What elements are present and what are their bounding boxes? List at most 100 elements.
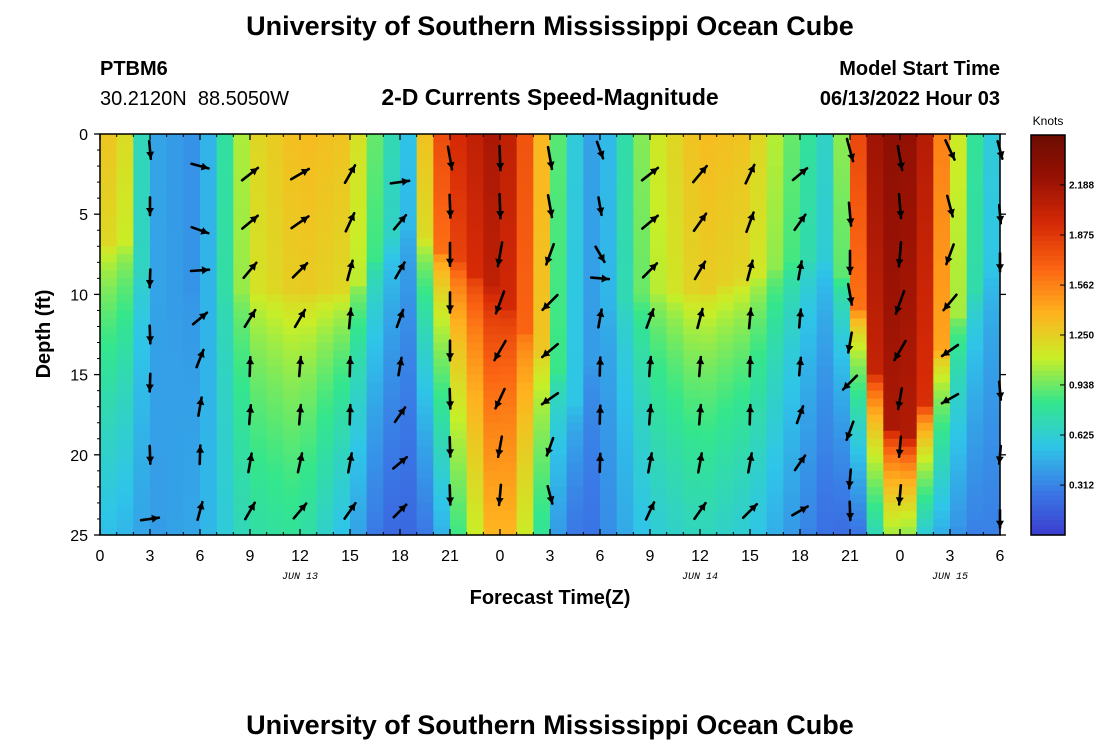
heatmap-cell <box>966 438 984 448</box>
heatmap-cell <box>633 454 651 464</box>
heatmap-cell <box>566 158 584 167</box>
heatmap-cell <box>400 422 418 432</box>
heatmap-cell <box>700 414 718 424</box>
heatmap-cell <box>150 478 168 488</box>
heatmap-cell <box>333 470 351 480</box>
heatmap-cell <box>983 502 1001 512</box>
heatmap-cell <box>666 286 684 295</box>
heatmap-cell <box>183 518 201 528</box>
heatmap-cell <box>500 366 518 376</box>
heatmap-cell <box>700 262 718 271</box>
heatmap-cell <box>483 414 501 424</box>
heatmap-cell <box>100 518 118 528</box>
heatmap-cell <box>366 342 384 352</box>
heatmap-cell <box>683 278 701 287</box>
heatmap-cell <box>233 478 251 488</box>
heatmap-cell <box>850 430 868 440</box>
heatmap-cell <box>966 358 984 368</box>
heatmap-cell <box>933 206 951 215</box>
heatmap-cell <box>316 422 334 432</box>
heatmap-cell <box>116 390 134 400</box>
heatmap-cell <box>716 182 734 191</box>
heatmap-cell <box>566 262 584 271</box>
heatmap-cell <box>816 438 834 448</box>
heatmap-cell <box>266 286 284 295</box>
heatmap-cell <box>850 438 868 448</box>
heatmap-cell <box>466 358 484 368</box>
current-vector <box>394 261 406 280</box>
heatmap-cell <box>550 326 568 336</box>
heatmap-cell <box>483 454 501 464</box>
heatmap-cell <box>133 286 151 295</box>
heatmap-cell <box>350 510 368 520</box>
vector-head <box>296 453 305 462</box>
heatmap-cell <box>166 310 184 320</box>
heatmap-cell <box>783 278 801 287</box>
heatmap-cell <box>400 246 418 255</box>
heatmap-cell <box>350 302 368 312</box>
colorbar-segment <box>1031 410 1065 416</box>
heatmap-cell <box>950 302 968 312</box>
heatmap-cell <box>916 486 934 496</box>
heatmap-cell <box>650 142 668 151</box>
heatmap-cell <box>366 222 384 231</box>
heatmap-cell <box>733 230 751 239</box>
heatmap-cell <box>716 278 734 287</box>
heatmap-cell <box>383 446 401 456</box>
heatmap-cell <box>816 342 834 352</box>
heatmap-cell <box>966 422 984 432</box>
heatmap-cell <box>266 342 284 352</box>
vector-head <box>446 401 455 409</box>
colorbar-tick-label: 1.562 <box>1069 281 1094 292</box>
heatmap-cell <box>983 366 1001 376</box>
heatmap-cell <box>283 334 301 344</box>
heatmap-cell <box>600 526 618 536</box>
heatmap-cell <box>783 334 801 344</box>
heatmap-cell <box>750 350 768 360</box>
heatmap-cell <box>200 254 218 263</box>
heatmap-cell <box>216 142 234 151</box>
heatmap-cell <box>650 150 668 159</box>
heatmap-cell <box>233 134 251 143</box>
heatmap-cell <box>683 198 701 207</box>
heatmap-cell <box>916 398 934 408</box>
heatmap-cell <box>100 230 118 239</box>
heatmap-cell <box>616 494 634 504</box>
heatmap-cell <box>350 270 368 279</box>
heatmap-cell <box>233 158 251 167</box>
heatmap-cell <box>850 262 868 271</box>
heatmap-cell <box>833 446 851 456</box>
heatmap-cell <box>600 262 618 271</box>
heatmap-cell <box>583 406 601 416</box>
heatmap-cell <box>250 222 268 231</box>
heatmap-cell <box>383 366 401 376</box>
heatmap-cell <box>600 238 618 247</box>
heatmap-cell <box>783 438 801 448</box>
heatmap-cell <box>633 310 651 320</box>
heatmap-cell <box>950 382 968 392</box>
heatmap-cell <box>383 414 401 424</box>
vector-head <box>296 357 305 365</box>
heatmap-cell <box>200 230 218 239</box>
heatmap-cell <box>100 246 118 255</box>
heatmap-cell <box>683 310 701 320</box>
heatmap-cell <box>516 158 534 167</box>
heatmap-cell <box>616 518 634 528</box>
heatmap-cell <box>450 222 468 231</box>
current-vector <box>392 503 408 519</box>
vector-head <box>596 309 605 318</box>
heatmap-cell <box>650 294 668 304</box>
heatmap-cell <box>333 134 351 143</box>
heatmap-cell <box>666 470 684 480</box>
heatmap-cell <box>450 494 468 504</box>
heatmap-cell <box>683 414 701 424</box>
heatmap-cell <box>916 230 934 239</box>
heatmap-cell <box>883 366 901 376</box>
heatmap-cell <box>133 414 151 424</box>
heatmap-cell <box>983 294 1001 304</box>
heatmap-cell <box>500 150 518 159</box>
heatmap-cell <box>733 190 751 199</box>
heatmap-cell <box>316 342 334 352</box>
heatmap-cell <box>666 438 684 448</box>
current-vector <box>196 396 205 418</box>
